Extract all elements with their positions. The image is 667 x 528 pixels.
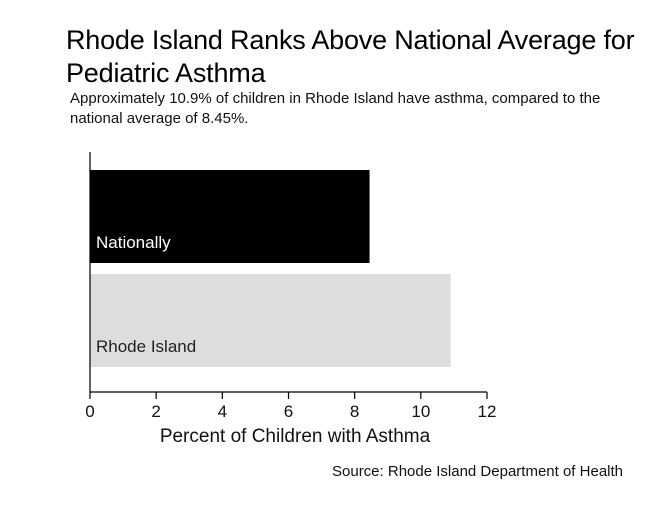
x-tick-label: 0	[85, 402, 94, 421]
x-tick-label: 8	[350, 402, 359, 421]
chart-subtitle: Approximately 10.9% of children in Rhode…	[70, 90, 601, 127]
bar-rhode-island	[90, 274, 451, 367]
chart-title: Rhode Island Ranks Above National Averag…	[66, 25, 635, 88]
source-note: Source: Rhode Island Department of Healt…	[332, 463, 623, 480]
x-tick-label: 12	[478, 402, 497, 421]
x-tick-label: 4	[218, 402, 227, 421]
bar-label-nationally: Nationally	[96, 233, 171, 252]
x-axis-label: Percent of Children with Asthma	[160, 426, 431, 447]
bar-nationally	[90, 170, 370, 263]
x-tick-label: 2	[151, 402, 160, 421]
bar-label-rhode-island: Rhode Island	[96, 337, 196, 356]
x-tick-label: 10	[411, 402, 430, 421]
x-tick-label: 6	[284, 402, 293, 421]
